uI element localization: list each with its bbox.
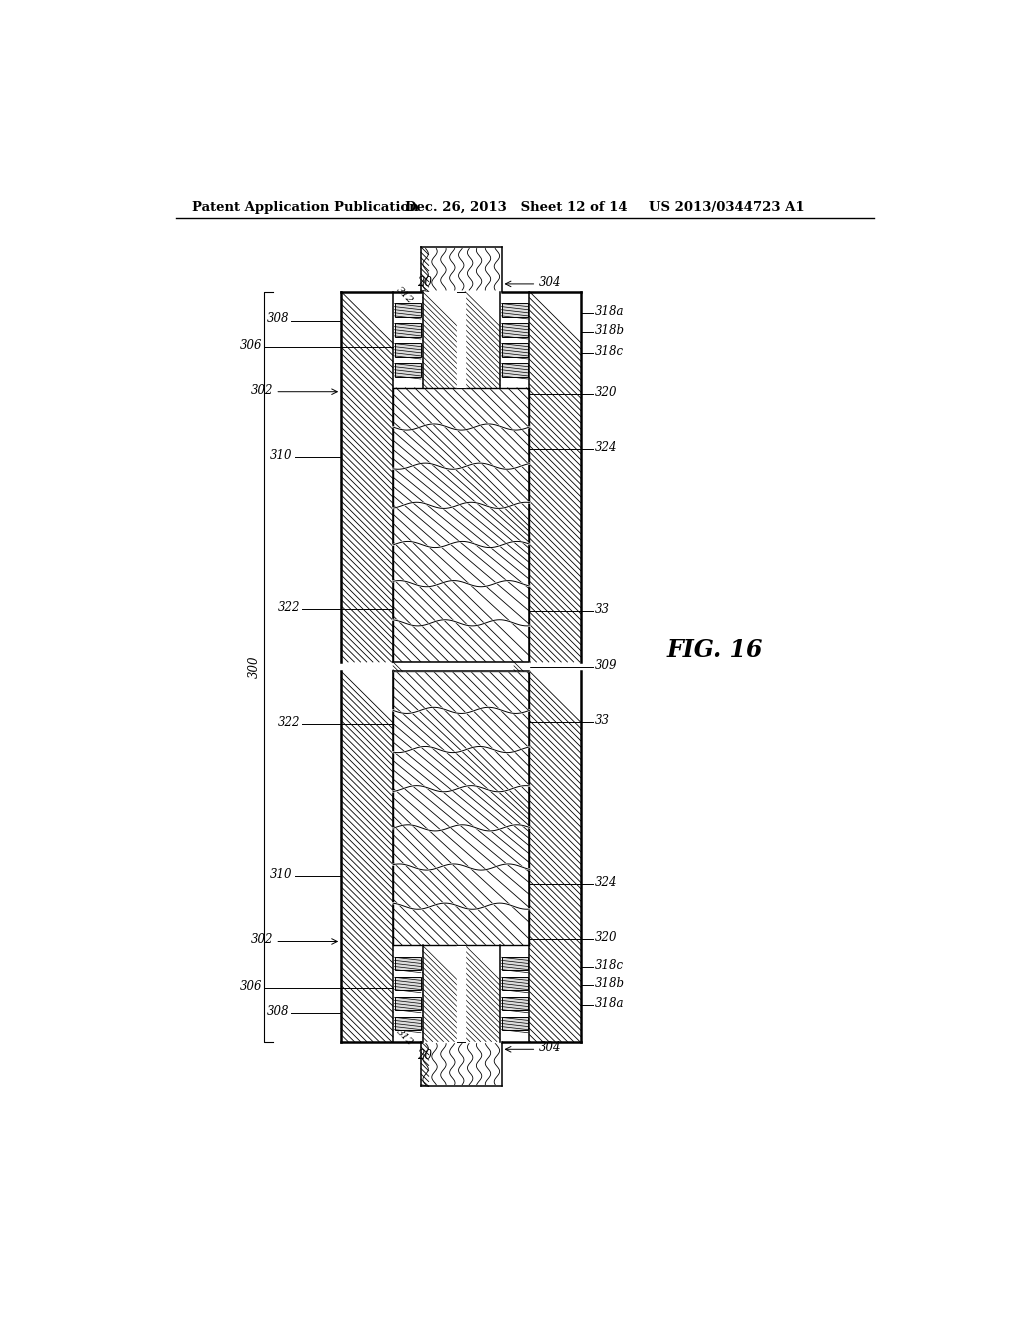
Text: 33: 33	[595, 603, 610, 616]
Bar	[502, 343, 528, 356]
Text: 24: 24	[424, 974, 439, 990]
Text: 316c: 316c	[435, 989, 459, 1014]
Text: 309: 309	[595, 659, 617, 672]
Text: 33: 33	[595, 714, 610, 727]
Text: 316a: 316a	[432, 965, 456, 990]
Text: 314: 314	[445, 321, 465, 342]
Text: 322: 322	[278, 601, 300, 614]
Text: 318a: 318a	[595, 998, 625, 1010]
Text: 324: 324	[595, 875, 617, 888]
Bar	[394, 363, 421, 376]
Text: 320: 320	[595, 385, 617, 399]
Bar	[394, 323, 421, 337]
Text: 306: 306	[240, 979, 262, 993]
Bar	[502, 323, 528, 337]
Bar	[394, 957, 421, 970]
Text: 318b: 318b	[595, 323, 626, 337]
Bar	[502, 302, 528, 317]
Text: 316b: 316b	[451, 326, 475, 352]
Text: 316d: 316d	[422, 350, 446, 375]
Bar	[502, 957, 528, 970]
Text: 20: 20	[418, 276, 432, 289]
Text: 312: 312	[394, 285, 415, 306]
Text: 318c: 318c	[595, 345, 625, 358]
Text: US 2013/0344723 A1: US 2013/0344723 A1	[649, 201, 805, 214]
Text: 300: 300	[248, 655, 260, 678]
Bar	[502, 363, 528, 376]
Text: 306: 306	[240, 339, 262, 352]
Text: Patent Application Publication: Patent Application Publication	[191, 201, 418, 214]
Text: 316c: 316c	[435, 334, 459, 360]
Text: 318a: 318a	[595, 305, 625, 318]
Text: 314: 314	[445, 975, 465, 995]
Bar	[394, 997, 421, 1010]
Bar	[394, 302, 421, 317]
Text: 318c: 318c	[595, 958, 625, 972]
Bar	[502, 1016, 528, 1031]
Text: 304: 304	[539, 276, 561, 289]
Text: 324: 324	[595, 441, 617, 454]
Text: 302: 302	[251, 933, 273, 946]
Text: 304: 304	[539, 1041, 561, 1055]
Bar	[502, 997, 528, 1010]
Text: 316d: 316d	[422, 1003, 446, 1030]
Bar	[394, 343, 421, 356]
Text: 322: 322	[278, 717, 300, 730]
Text: 20: 20	[418, 1049, 432, 1063]
Text: 24: 24	[424, 321, 439, 337]
Text: 318b: 318b	[595, 977, 626, 990]
Bar	[394, 1016, 421, 1031]
Text: FIG. 16: FIG. 16	[667, 638, 763, 661]
Text: 310: 310	[269, 869, 292, 880]
Text: 308: 308	[266, 1005, 289, 1018]
Text: 320: 320	[595, 931, 617, 944]
Text: 312: 312	[394, 1027, 415, 1048]
Text: 308: 308	[266, 312, 289, 325]
Text: 316b: 316b	[451, 979, 475, 1006]
Bar	[394, 977, 421, 990]
Text: 316a: 316a	[432, 312, 456, 337]
Bar	[502, 977, 528, 990]
Text: 302: 302	[251, 384, 273, 397]
Text: 310: 310	[269, 449, 292, 462]
Text: Dec. 26, 2013   Sheet 12 of 14: Dec. 26, 2013 Sheet 12 of 14	[406, 201, 628, 214]
